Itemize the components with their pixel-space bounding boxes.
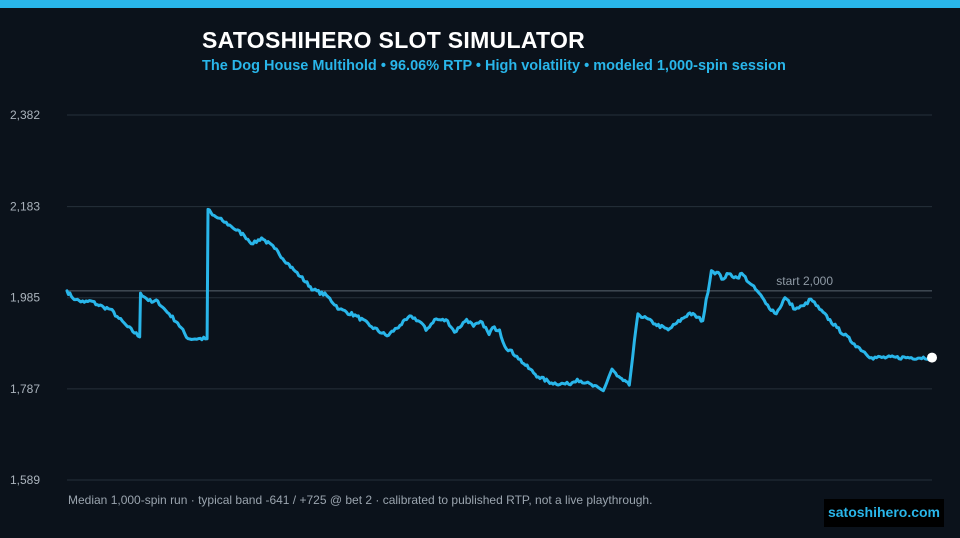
y-tick-label: 2,382 <box>10 108 40 122</box>
y-tick-label: 1,589 <box>10 473 40 487</box>
page-title: SATOSHIHERO SLOT SIMULATOR <box>202 27 586 53</box>
footer-note: Median 1,000-spin run · typical band -64… <box>68 493 653 507</box>
start-reference-label: start 2,000 <box>776 274 833 288</box>
y-tick-label: 1,985 <box>10 291 40 305</box>
y-tick-label: 1,787 <box>10 382 40 396</box>
y-tick-label: 2,183 <box>10 200 40 214</box>
page-subtitle: The Dog House Multihold • 96.06% RTP • H… <box>202 58 786 74</box>
end-point-marker <box>927 352 937 363</box>
brand-link[interactable]: satoshihero.com <box>823 499 944 527</box>
top-accent-bar <box>0 0 960 8</box>
balance-series-line <box>65 207 934 393</box>
